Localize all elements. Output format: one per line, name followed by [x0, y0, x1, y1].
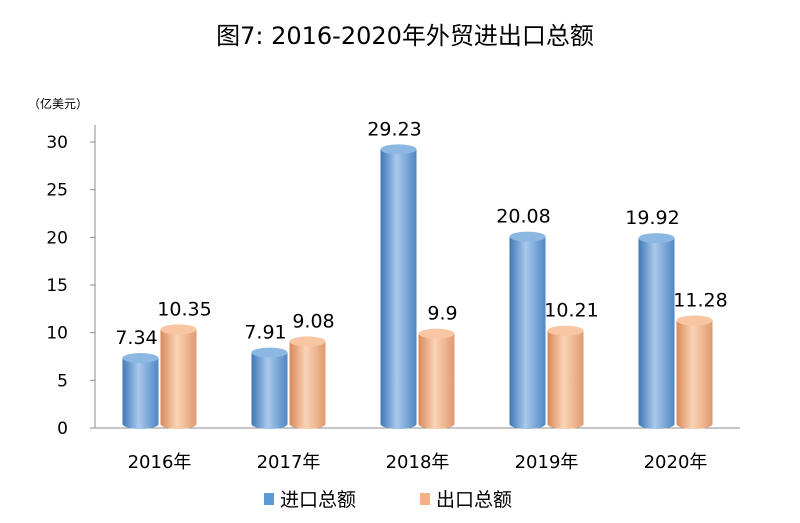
data-label: 20.08	[496, 206, 550, 228]
y-tick-label: 30	[46, 133, 68, 153]
bar: 7.91	[244, 322, 288, 429]
y-tick-label: 0	[57, 419, 68, 439]
bar-body	[509, 236, 546, 429]
legend-label: 进口总额	[280, 489, 356, 511]
y-axis-unit: （亿美元）	[28, 96, 88, 111]
bar: 10.35	[157, 298, 212, 429]
legend-swatch	[264, 493, 274, 505]
bar-cap	[122, 353, 159, 364]
bar: 9.08	[289, 310, 335, 429]
data-label: 9.9	[427, 303, 457, 325]
data-label: 29.23	[367, 118, 421, 140]
bar-body	[289, 341, 326, 429]
data-label: 7.34	[115, 327, 157, 349]
legend-label: 出口总额	[436, 489, 512, 511]
y-tick-label: 20	[46, 228, 68, 248]
bar-cap	[289, 336, 326, 347]
bar: 20.08	[496, 206, 551, 429]
x-category-label: 2020年	[644, 452, 708, 473]
bar: 19.92	[625, 207, 680, 429]
bar-body	[638, 238, 675, 429]
bar-cap	[638, 233, 675, 244]
data-label: 19.92	[625, 207, 679, 229]
y-ticks: 0 5 10 15 20 25 30	[46, 133, 95, 439]
bar-body	[380, 149, 417, 429]
bar: 9.9	[418, 303, 458, 429]
bar-cap	[418, 328, 455, 339]
bar-body	[160, 329, 197, 429]
y-tick-label: 15	[46, 276, 68, 296]
bar: 11.28	[673, 289, 728, 429]
data-label: 9.08	[292, 310, 334, 332]
data-label: 11.28	[673, 289, 727, 311]
bar-cap	[380, 144, 417, 155]
bar-cap	[251, 347, 288, 358]
bar-cap	[547, 325, 584, 336]
legend-item: 出口总额	[420, 489, 512, 511]
bar: 29.23	[367, 118, 422, 429]
x-category-label: 2018年	[386, 452, 450, 473]
x-category-label: 2017年	[257, 452, 321, 473]
bar-body	[547, 330, 584, 429]
legend-item: 进口总额	[264, 489, 356, 511]
bar-body	[251, 352, 288, 429]
bar-cap	[676, 315, 713, 326]
bar-body	[418, 333, 455, 429]
legend-swatch	[420, 493, 430, 505]
bar-cap	[160, 324, 197, 335]
y-tick-label: 5	[57, 371, 68, 391]
data-label: 7.91	[244, 322, 286, 344]
data-label: 10.21	[544, 300, 598, 322]
bar: 7.34	[115, 327, 159, 429]
y-tick-label: 25	[46, 181, 68, 201]
x-category-label: 2019年	[515, 452, 579, 473]
x-category-label: 2016年	[128, 452, 192, 473]
x-categories: 2016年 2017年 2018年 2019年 2020年	[128, 452, 708, 473]
y-tick-label: 10	[46, 324, 68, 344]
bar: 10.21	[544, 300, 599, 429]
bar-cap	[509, 231, 546, 242]
bar-body	[122, 358, 159, 429]
data-label: 10.35	[157, 298, 211, 320]
chart-title: 图7: 2016-2020年外贸进出口总额	[216, 22, 594, 50]
bar-body	[676, 320, 713, 429]
legend: 进口总额 出口总额	[264, 489, 512, 511]
